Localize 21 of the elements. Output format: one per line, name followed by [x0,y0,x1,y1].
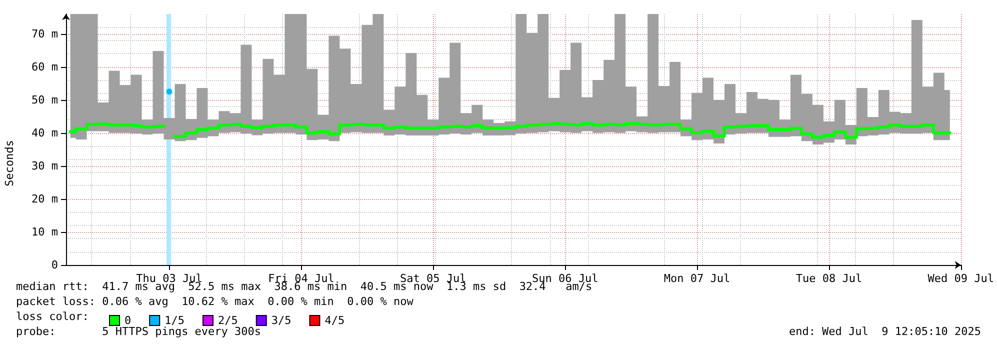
text: end: Wed Jul 9 12:05:10 2025 [788,325,982,338]
legend-label: 4/5 [324,314,345,327]
legend-title: loss color: [16,310,89,323]
y-tick-label: 70 m [32,27,58,40]
y-tick-label: 40 m [32,126,58,140]
legend-label: 3/5 [271,314,292,327]
y-tick-label: 50 m [32,93,58,106]
x-tick-label: Mon 07 Jul [664,272,730,285]
x-tick-label: Wed 09 Jul [928,272,994,285]
text: probe: 5 HTTPS pings every 300s [16,325,262,338]
legend-label: 0 [124,314,132,327]
legend-label: 1/5 [164,314,184,327]
text: packet loss: 0.06 % avg 10.62 % max 0.00 % min 0.00 % now [16,295,414,308]
y-axis-title: Seconds [3,140,16,186]
legend-label: 2/5 [218,314,238,327]
x-tick-label: Tue 08 Jul [796,272,862,285]
y-tick-label: 10 m [32,225,58,238]
y-tick-label: 0 [51,258,58,272]
y-tick-label: 20 m [32,192,58,206]
y-tick-label: 30 m [32,159,58,172]
y-tick-label: 60 m [32,60,58,74]
